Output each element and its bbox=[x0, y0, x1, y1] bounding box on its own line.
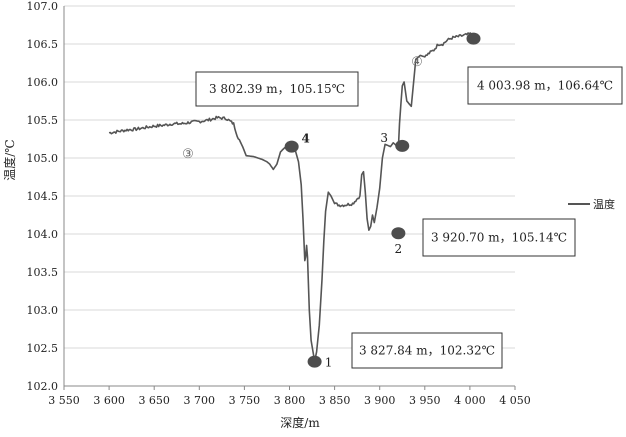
marker-dot bbox=[391, 227, 406, 240]
x-tick-label: 3 800 bbox=[274, 394, 306, 407]
x-tick-label: 3 700 bbox=[184, 394, 216, 407]
y-tick-label: 102.0 bbox=[27, 380, 59, 393]
annotation-box bbox=[467, 66, 623, 105]
annotation-box bbox=[195, 71, 359, 107]
marker-dot bbox=[284, 140, 299, 153]
y-axis-title: 温度/℃ bbox=[2, 139, 17, 180]
marker-label: 3 bbox=[380, 131, 388, 145]
y-tick-label: 102.5 bbox=[27, 342, 59, 355]
y-tick-label: 105.0 bbox=[27, 152, 59, 165]
y-tick-label: 105.5 bbox=[27, 114, 59, 127]
annotation-text: 3 802.39 m，105.15℃ bbox=[209, 82, 345, 96]
marker-dot bbox=[307, 355, 322, 368]
annotations: 3 802.39 m，105.15℃ 4 003.98 m，106.64℃ 3 92… bbox=[195, 66, 623, 369]
legend: 温度 bbox=[568, 197, 615, 211]
y-tick-label: 106.5 bbox=[27, 38, 59, 51]
x-tick-label: 3 600 bbox=[93, 394, 125, 407]
x-tick-label: 3 900 bbox=[364, 394, 396, 407]
x-tick-label: 3 950 bbox=[409, 394, 441, 407]
marker-label: 4 bbox=[301, 132, 309, 146]
marker-label: 2 bbox=[395, 242, 403, 256]
x-tick-label: 3 550 bbox=[48, 394, 80, 407]
y-tick-label: 107.0 bbox=[27, 0, 59, 13]
annotation-box bbox=[351, 332, 503, 369]
annotation-text: 3 920.70 m，105.14℃ bbox=[431, 231, 567, 245]
legend-label: 温度 bbox=[593, 197, 615, 211]
grid bbox=[64, 5, 515, 387]
y-tick-label: 106.0 bbox=[27, 76, 59, 89]
x-tick-label: 3 850 bbox=[319, 394, 351, 407]
region-label-3: ③ bbox=[182, 147, 194, 162]
markers: 1 2 3 4 bbox=[284, 32, 481, 370]
y-tick-label: 104.5 bbox=[27, 190, 59, 203]
region-label-4: ④ bbox=[411, 55, 423, 70]
annotation-box bbox=[422, 218, 576, 257]
annotation-text: 4 003.98 m，106.64℃ bbox=[477, 79, 613, 93]
axes: 102.0 102.5 103.0 103.5 104.0 104.5 105.0 105.5… bbox=[27, 0, 531, 407]
x-tick-label: 3 750 bbox=[229, 394, 261, 407]
x-tick-label: 4 050 bbox=[499, 394, 531, 407]
x-axis-title: 深度/m bbox=[280, 415, 320, 430]
marker-label: 1 bbox=[325, 356, 333, 370]
series-layer bbox=[108, 32, 475, 363]
y-tick-label: 103.0 bbox=[27, 304, 59, 317]
marker-dot bbox=[395, 139, 410, 152]
x-tick-label: 3 650 bbox=[138, 394, 170, 407]
annotation-text: 3 827.84 m，102.32℃ bbox=[359, 344, 495, 358]
y-tick-label: 104.0 bbox=[27, 228, 59, 241]
marker-dot bbox=[466, 32, 481, 45]
y-tick-label: 103.5 bbox=[27, 266, 59, 279]
series-line-temperature bbox=[108, 32, 475, 363]
x-tick-label: 4 000 bbox=[454, 394, 486, 407]
